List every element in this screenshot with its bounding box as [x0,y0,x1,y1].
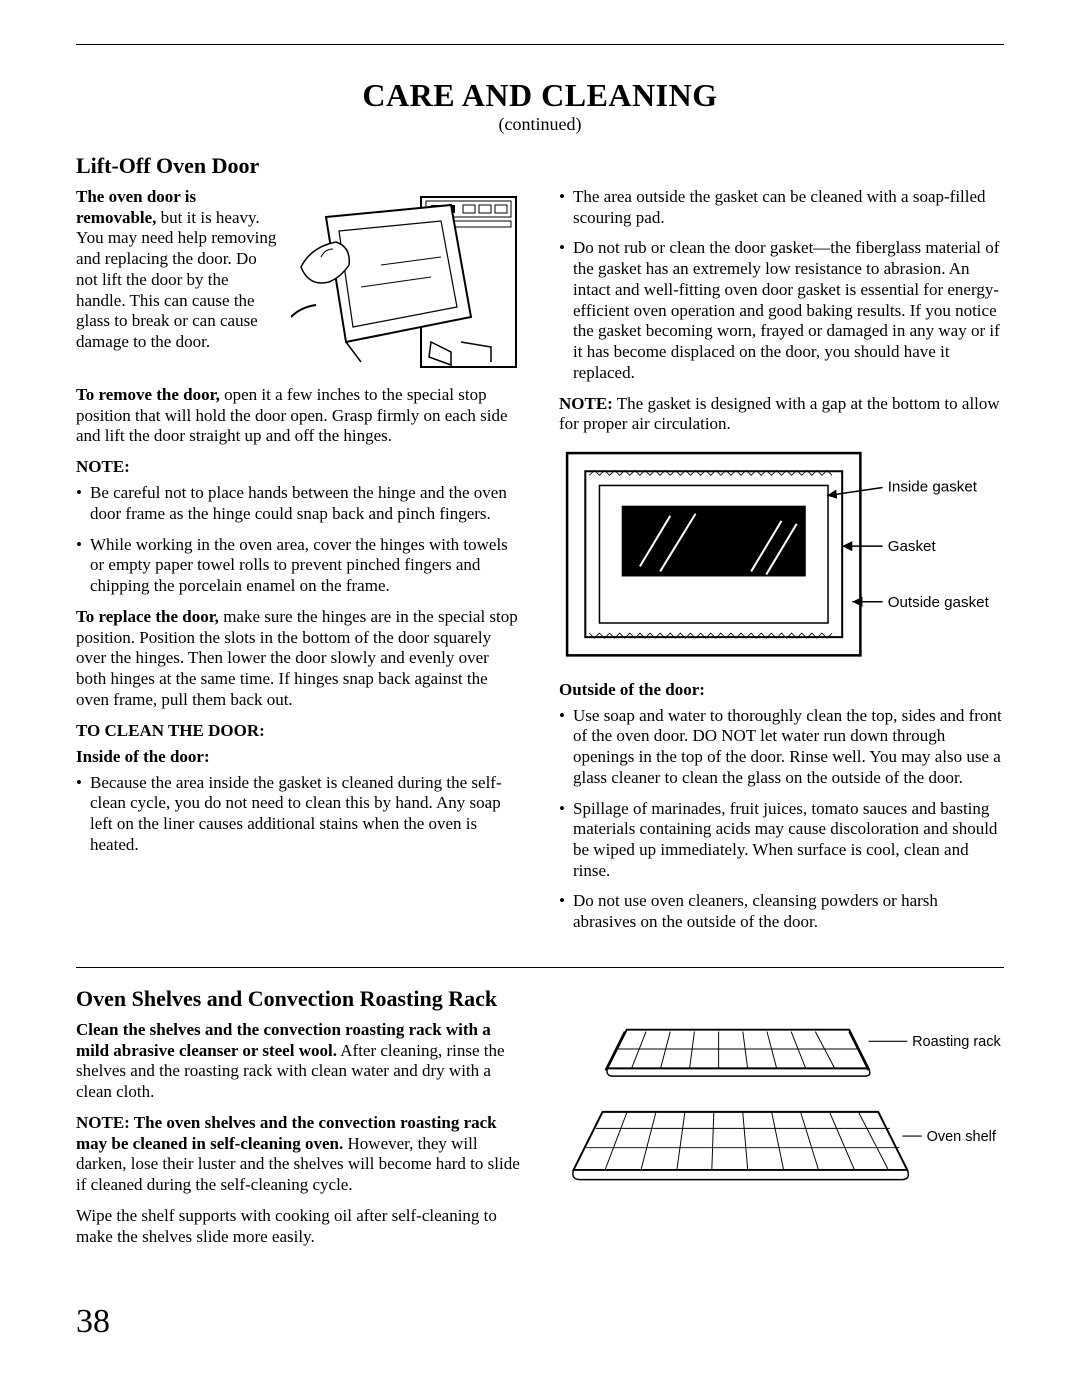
replace-paragraph: To replace the door, make sure the hinge… [76,607,521,711]
outside-item: Use soap and water to thoroughly clean t… [559,706,1004,789]
page: CARE AND CLEANING (continued) Lift-Off O… [0,0,1080,1397]
inside-item: Because the area inside the gasket is cl… [76,773,521,856]
page-number: 38 [76,1303,110,1341]
note-item: While working in the oven area, cover th… [76,535,521,597]
inside-list: Because the area inside the gasket is cl… [76,773,521,856]
top-rule [76,44,1004,45]
remove-bold: To remove the door, [76,385,220,404]
intro-rest: but it is heavy. You may need help remov… [76,208,276,351]
section2-heading: Oven Shelves and Convection Roasting Rac… [76,986,1004,1012]
section1-columns: The oven door is removable, but it is he… [76,187,1004,943]
right-item: Do not rub or clean the door gasket—the … [559,238,1004,383]
section-divider [76,967,1004,968]
intro-paragraph: The oven door is removable, but it is he… [76,187,277,367]
note-label: NOTE: [76,457,521,477]
shelves-p2: NOTE: The oven shelves and the convectio… [76,1113,521,1196]
gasket-note-bold: NOTE: [559,394,613,413]
intro-wrap: The oven door is removable, but it is he… [76,187,521,377]
oven-shelf-label: Oven shelf [927,1129,997,1145]
lift-door-figure [291,187,521,377]
gasket-note-rest: The gasket is designed with a gap at the… [559,394,1000,434]
outside-list: Use soap and water to thoroughly clean t… [559,706,1004,933]
note-list: Be careful not to place hands between th… [76,483,521,597]
right-item: The area outside the gasket can be clean… [559,187,1004,228]
roasting-rack-label: Roasting rack [912,1034,1001,1050]
note-item: Be careful not to place hands between th… [76,483,521,524]
outside-item: Do not use oven cleaners, cleansing powd… [559,891,1004,932]
right-list-top: The area outside the gasket can be clean… [559,187,1004,384]
outside-gasket-label: Outside gasket [888,594,990,611]
clean-door-label: TO CLEAN THE DOOR: [76,721,521,741]
replace-bold: To replace the door, [76,607,219,626]
outside-item: Spillage of marinades, fruit juices, tom… [559,799,1004,882]
gasket-label: Gasket [888,538,937,555]
col-left: The oven door is removable, but it is he… [76,187,521,943]
gasket-note: NOTE: The gasket is designed with a gap … [559,394,1004,435]
col-right: The area outside the gasket can be clean… [559,187,1004,943]
outside-door-label: Outside of the door: [559,680,1004,700]
page-title: CARE AND CLEANING [76,77,1004,114]
section2-columns: Clean the shelves and the convection roa… [76,1020,1004,1257]
shelves-p3: Wipe the shelf supports with cooking oil… [76,1206,521,1247]
section1-heading: Lift-Off Oven Door [76,153,1004,179]
col-right-2: Roasting rack [559,1020,1004,1257]
continued-label: (continued) [76,114,1004,135]
inside-gasket-label: Inside gasket [888,479,978,496]
col-left-2: Clean the shelves and the convection roa… [76,1020,521,1257]
rack-figure: Roasting rack [559,1020,1004,1213]
inside-door-label: Inside of the door: [76,747,521,767]
section2: Oven Shelves and Convection Roasting Rac… [76,986,1004,1257]
gasket-figure: Inside gasket Gasket Outside gasket [559,445,1004,668]
shelves-p1: Clean the shelves and the convection roa… [76,1020,521,1103]
remove-paragraph: To remove the door, open it a few inches… [76,385,521,447]
